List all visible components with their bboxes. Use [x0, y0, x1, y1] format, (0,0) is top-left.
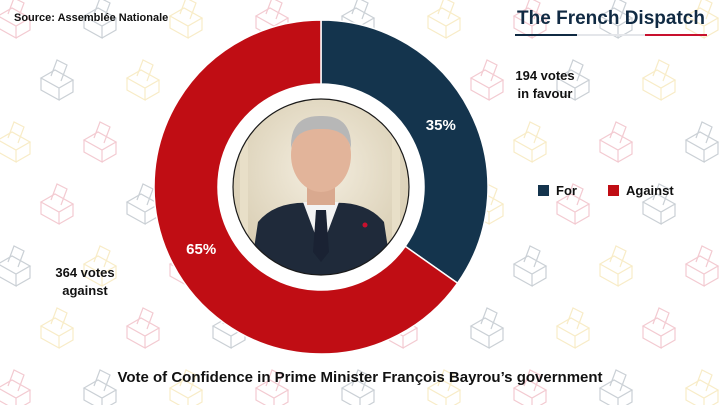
annotation-for-line2: in favour [517, 86, 573, 101]
ballot-icon [512, 245, 548, 288]
ballot-icon [125, 307, 161, 350]
legend-label-for: For [556, 183, 577, 198]
ballot-icon [512, 369, 548, 405]
ballot-icon [340, 369, 376, 405]
ballot-icon [641, 307, 677, 350]
annotation-against: 364 votes against [40, 264, 130, 300]
ballot-icon [512, 0, 548, 40]
legend-swatch-against [608, 185, 619, 196]
portrait-of-francois-bayrou [232, 98, 410, 276]
ballot-icon [512, 121, 548, 164]
ballot-icon [641, 183, 677, 226]
ballot-icon [555, 59, 591, 102]
brand-underline-white [577, 34, 645, 36]
ballot-icon [82, 245, 118, 288]
ballot-icon [469, 307, 505, 350]
ballot-icon [598, 369, 634, 405]
brand-title: The French Dispatch [517, 8, 705, 29]
ballot-icon [0, 121, 32, 164]
ballot-icon [82, 121, 118, 164]
ballot-icon [684, 369, 720, 405]
legend-label-against: Against [626, 183, 674, 198]
legend-item-against: Against [608, 183, 674, 198]
ballot-icon [0, 245, 32, 288]
annotation-against-line2: against [62, 283, 108, 298]
ballot-icon [39, 59, 75, 102]
legend-item-for: For [538, 183, 577, 198]
ballot-icon [555, 307, 591, 350]
ballot-icon [598, 0, 634, 40]
ballot-icon [0, 369, 32, 405]
ballot-icon [469, 59, 505, 102]
percent-label-against: 65% [186, 241, 216, 258]
ballot-icon [684, 245, 720, 288]
ballot-icon [0, 0, 32, 40]
brand-underline-blue [515, 34, 577, 36]
ballot-icon [39, 183, 75, 226]
legend-swatch-for [538, 185, 549, 196]
ballot-icon [125, 59, 161, 102]
ballot-icon [598, 121, 634, 164]
chart-title: Vote of Confidence in Prime Minister Fra… [117, 369, 603, 386]
ballot-icon [684, 121, 720, 164]
percent-label-for: 35% [426, 117, 456, 134]
ballot-icon [82, 0, 118, 40]
ballot-icon [168, 0, 204, 40]
source-label: Source: Assemblée Nationale [14, 12, 169, 24]
annotation-for-line1: 194 votes [515, 68, 575, 83]
ballot-icon [555, 183, 591, 226]
ballot-icon [426, 0, 462, 40]
brand-underline-red [645, 34, 707, 36]
ballot-icon [426, 369, 462, 405]
ballot-icon [168, 369, 204, 405]
ballot-icon [39, 307, 75, 350]
ballot-icon [684, 0, 720, 40]
annotation-for: 194 votes in favour [500, 67, 590, 103]
ballot-icon [254, 369, 290, 405]
annotation-against-line1: 364 votes [55, 265, 115, 280]
ballot-icon [82, 369, 118, 405]
ballot-icon [641, 59, 677, 102]
ballot-icon [598, 245, 634, 288]
